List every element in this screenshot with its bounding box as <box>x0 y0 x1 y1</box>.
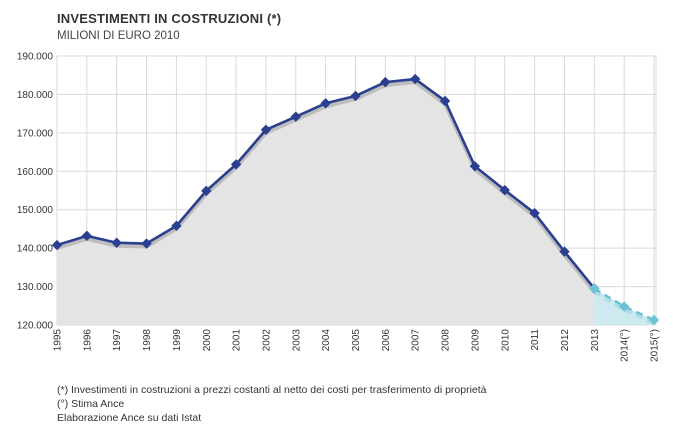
x-tick-label: 2003 <box>291 329 302 352</box>
x-tick-label: 2001 <box>232 329 243 352</box>
data-point <box>260 124 272 135</box>
data-point <box>290 111 301 122</box>
footnote-2: (°) Stima Ance <box>57 398 125 410</box>
footnotes: (*) Investimenti in costruzioni a prezzi… <box>57 383 487 425</box>
x-tick-label: 2002 <box>261 329 272 352</box>
data-point <box>499 184 510 196</box>
y-tick-label: 130.000 <box>17 282 54 293</box>
y-tick-label: 180.000 <box>17 90 54 101</box>
line-chart: 190.000 180.000 170.000 160.000 150.000 140.0… <box>17 52 661 362</box>
x-tick-label: 2009 <box>470 329 481 352</box>
data-point <box>589 283 600 294</box>
x-tick-label: 2010 <box>500 329 511 352</box>
x-tick-label: 2011 <box>530 329 541 351</box>
x-tick-label: 2006 <box>381 329 392 352</box>
series-area <box>57 79 595 325</box>
data-point <box>320 98 331 109</box>
chart-subtitle: MILIONI DI EURO 2010 <box>57 30 180 42</box>
y-tick-label: 150.000 <box>17 205 54 216</box>
y-tick-label: 170.000 <box>17 128 54 139</box>
x-tick-label: 2015(°) <box>650 329 661 362</box>
data-point <box>171 220 182 232</box>
data-point <box>201 185 212 197</box>
data-point <box>618 301 630 312</box>
x-tick-label: 2005 <box>351 329 362 352</box>
data-point <box>380 76 391 88</box>
x-tick-label: 1997 <box>112 329 123 352</box>
x-tick-label: 2008 <box>441 329 452 352</box>
data-points <box>51 73 660 326</box>
data-point <box>439 95 451 107</box>
data-point <box>559 246 570 257</box>
y-tick-label: 120.000 <box>17 321 54 332</box>
y-tick-label: 190.000 <box>17 52 54 63</box>
data-point <box>230 159 242 170</box>
x-tick-label: 1996 <box>82 329 93 352</box>
x-tick-label: 2004 <box>321 329 332 352</box>
x-tick-label: 1998 <box>142 329 153 352</box>
footnote-1: (*) Investimenti in costruzioni a prezzi… <box>57 384 487 396</box>
x-tick-label: 2013 <box>590 329 601 352</box>
data-point <box>81 230 93 242</box>
footnote-3: Elaborazione Ance su dati Istat <box>57 412 202 424</box>
data-point <box>350 90 361 102</box>
x-tick-label: 2007 <box>411 329 422 352</box>
data-point <box>111 237 122 248</box>
data-point <box>469 161 481 172</box>
x-tick-label: 2014(°) <box>620 329 631 362</box>
x-tick-label: 2012 <box>560 329 571 352</box>
data-point <box>648 314 660 326</box>
x-tick-label: 1999 <box>172 329 183 352</box>
data-point <box>529 207 540 219</box>
data-point <box>141 238 152 249</box>
y-axis: 190.000 180.000 170.000 160.000 150.000 140.0… <box>17 52 54 332</box>
x-tick-label: 1995 <box>53 329 64 352</box>
chart-title: INVESTIMENTI IN COSTRUZIONI (*) <box>57 11 282 26</box>
x-axis: 1995 1996 1997 1998 1999 2000 2001 2002 2003 2004… <box>53 329 661 362</box>
y-tick-label: 160.000 <box>17 167 54 178</box>
data-point <box>410 73 421 85</box>
x-tick-label: 2000 <box>202 329 213 352</box>
y-tick-label: 140.000 <box>17 244 54 255</box>
data-point <box>51 239 63 251</box>
